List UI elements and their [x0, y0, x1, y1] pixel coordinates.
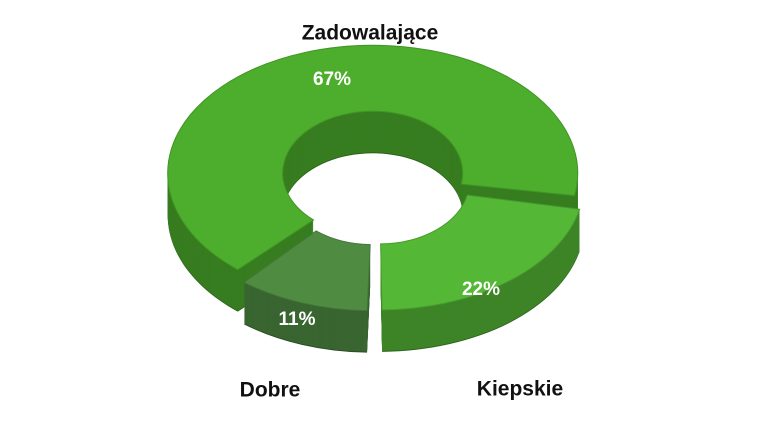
slice-top — [243, 230, 371, 312]
slice — [380, 194, 581, 352]
category-label: Kiepskie — [477, 378, 563, 401]
category-label: Zadowalające — [302, 22, 439, 45]
slice — [167, 44, 579, 312]
value-label: 22% — [462, 279, 500, 300]
category-label: Dobre — [240, 379, 301, 402]
slice-top — [167, 44, 579, 271]
value-label: 67% — [313, 69, 351, 90]
slice — [243, 230, 371, 353]
value-label: 11% — [279, 309, 316, 330]
slice-top — [380, 194, 581, 311]
